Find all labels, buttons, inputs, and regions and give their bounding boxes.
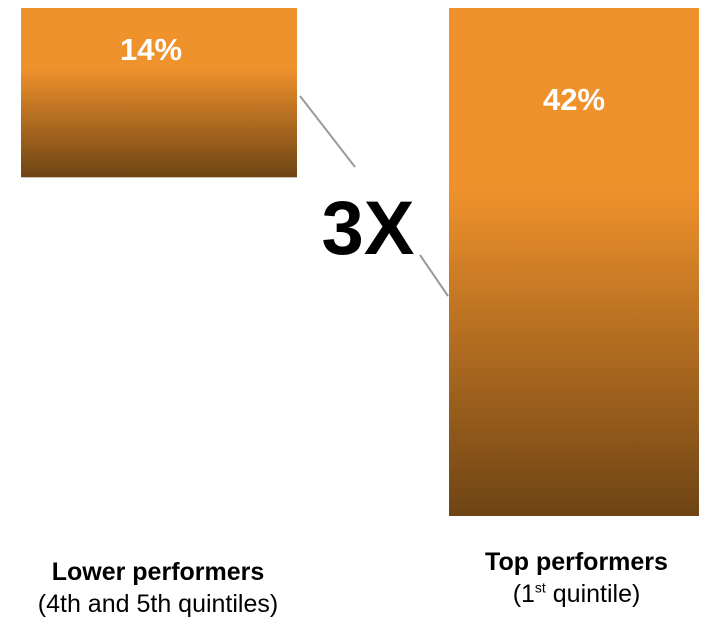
connector-line-lower <box>419 254 449 297</box>
sublabel-top-prefix: (1 <box>512 580 535 608</box>
data-label-top-performers: 42% <box>543 82 605 117</box>
multiplier-annotation: 3X <box>322 186 415 271</box>
connector-line-upper <box>299 95 356 168</box>
sublabel-top-suffix: quintile) <box>545 580 641 608</box>
category-label-top-performers: Top performers (1st quintile) <box>440 546 713 610</box>
category-sublabel-lower: (4th and 5th quintiles) <box>37 590 279 618</box>
bar-lower-performers <box>21 8 297 178</box>
bar-top-performers <box>449 8 699 516</box>
category-sublabel-top: (1st quintile) <box>440 578 713 610</box>
category-name-lower: Lower performers <box>51 558 265 586</box>
sublabel-top-ordinal: st <box>534 579 546 596</box>
category-label-lower-performers: Lower performers (4th and 5th quintiles) <box>0 556 316 620</box>
data-label-lower-performers: 14% <box>120 32 182 67</box>
category-name-top: Top performers <box>485 548 668 576</box>
